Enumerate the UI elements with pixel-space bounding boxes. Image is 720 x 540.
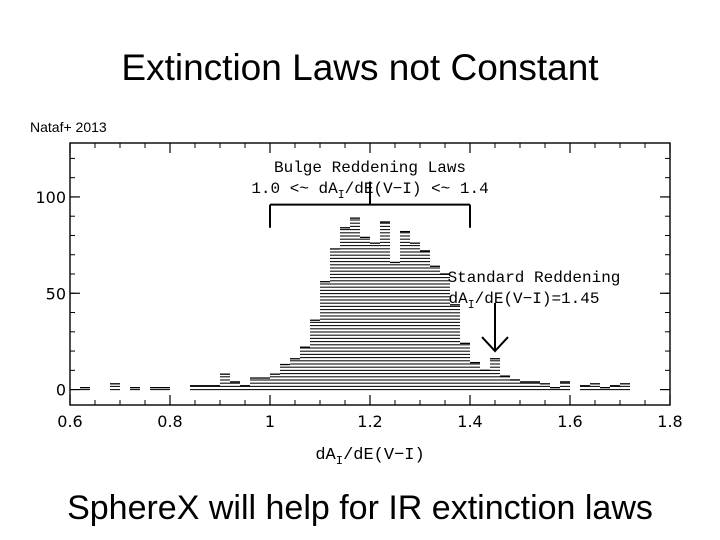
bottom-caption: SphereX will help for IR extinction laws	[67, 489, 653, 527]
x-tick-label: 0.8	[157, 412, 182, 431]
histogram-bar	[430, 265, 440, 391]
histogram-bar	[350, 217, 360, 391]
histogram-bar	[610, 385, 620, 391]
histogram-bar	[80, 387, 90, 391]
histogram-bar	[380, 221, 390, 391]
histogram-bar	[440, 273, 450, 391]
histogram-bar	[420, 250, 430, 391]
histogram-bar	[540, 383, 550, 391]
histogram-bar	[110, 383, 120, 391]
histogram-bar	[200, 385, 210, 391]
histogram-bar	[360, 236, 370, 391]
citation-label: Nataf+ 2013	[30, 119, 107, 135]
y-tick-label: 100	[35, 188, 66, 207]
histogram-bar	[550, 387, 560, 391]
bulge-annotation-range: 1.0 <~ dAI/dE(V−I) <~ 1.4	[251, 180, 488, 202]
histogram-bar	[600, 387, 610, 391]
histogram-bar	[580, 385, 590, 391]
histogram-bar	[160, 387, 170, 391]
histogram-bar	[530, 381, 540, 391]
x-tick-label: 1	[265, 412, 275, 431]
histogram-bar	[510, 379, 520, 391]
histogram-bar	[560, 381, 570, 391]
standard-annotation-value: dAI/dE(V−I)=1.45	[449, 290, 600, 312]
histogram-bar	[240, 385, 250, 391]
x-tick-label: 1.2	[357, 412, 382, 431]
histogram-bar	[520, 381, 530, 391]
standard-annotation-title: Standard Reddening	[448, 269, 621, 287]
histogram-bar	[620, 383, 630, 391]
histogram-bar	[370, 242, 380, 391]
histogram-bar	[300, 346, 310, 391]
bulge-annotation-title: Bulge Reddening Laws	[274, 159, 466, 177]
histogram-bar	[280, 363, 290, 391]
x-axis-label: dAI/dE(V−I)	[315, 446, 424, 468]
histogram-bar	[500, 375, 510, 391]
histogram-bar	[450, 304, 460, 391]
histogram-bar	[460, 342, 470, 391]
x-tick-label: 1.8	[657, 412, 682, 431]
histogram-bar	[340, 227, 350, 391]
histogram-bar	[330, 248, 340, 391]
histogram-bar	[130, 387, 140, 391]
histogram-bar	[310, 319, 320, 391]
y-tick-label: 50	[46, 284, 66, 303]
histogram-bar	[250, 377, 260, 391]
histogram-bar	[590, 383, 600, 391]
standard-arrow-head	[481, 336, 509, 353]
histogram-bar	[290, 358, 300, 391]
histogram-bar	[210, 385, 220, 391]
x-tick-label: 1.4	[457, 412, 482, 431]
y-tick-label: 0	[56, 381, 66, 400]
x-tick-label: 0.6	[57, 412, 82, 431]
histogram-bar	[270, 373, 280, 391]
histogram-bar	[320, 281, 330, 391]
histogram-bar	[480, 369, 490, 391]
histogram-bar	[410, 242, 420, 391]
histogram-bar	[190, 385, 200, 391]
slide-title: Extinction Laws not Constant	[121, 47, 599, 88]
histogram-bar	[220, 373, 230, 391]
histogram-bar	[470, 361, 480, 391]
histogram-bar	[490, 358, 500, 391]
histogram-bar	[230, 381, 240, 391]
histogram-bar	[150, 387, 160, 391]
histogram-bar	[390, 261, 400, 391]
histogram-bar	[260, 377, 270, 391]
histogram-bar	[400, 230, 410, 391]
x-tick-label: 1.6	[557, 412, 582, 431]
